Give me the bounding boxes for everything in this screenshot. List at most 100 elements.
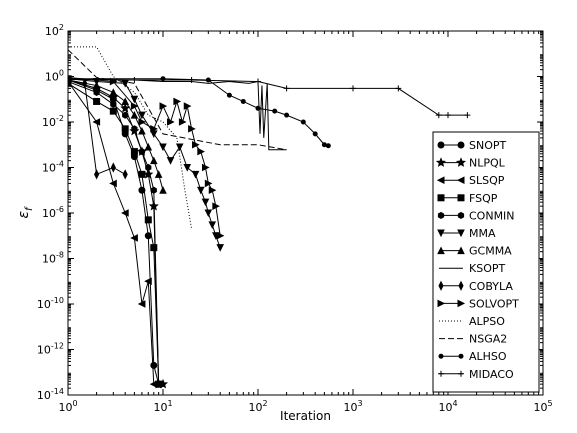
legend-label: SOLVOPT	[469, 297, 519, 310]
y-tick-label: 10-4	[42, 160, 64, 175]
data-point-solvopt	[173, 97, 182, 106]
legend-item-slsqp: SLSQP	[436, 174, 505, 187]
legend-item-nlpql: NLPQL	[435, 157, 506, 170]
legend-label: NLPQL	[469, 157, 506, 170]
series-line-ksopt	[68, 78, 287, 151]
data-point-conmin	[122, 111, 129, 119]
data-point-gcmma	[154, 170, 163, 178]
data-point-solvopt	[159, 102, 168, 110]
data-point-alhso	[240, 98, 246, 104]
legend-marker	[457, 229, 465, 238]
data-point-cobyla	[110, 162, 116, 173]
legend-label: NSGA2	[469, 333, 507, 346]
y-tick-exp: -12	[51, 342, 64, 351]
data-point-solvopt	[212, 202, 220, 210]
legend-item-conmin: CONMIN	[437, 209, 515, 222]
y-tick-label: 10-2	[42, 114, 64, 129]
data-point-alhso	[272, 108, 278, 114]
data-point-solvopt	[208, 186, 217, 195]
x-tick-label: 104	[438, 399, 457, 414]
x-tick-label: 102	[248, 399, 267, 414]
data-point-gcmma	[92, 81, 101, 90]
data-point-conmin	[155, 380, 162, 388]
data-point-midaco	[464, 112, 471, 119]
x-tick-exp: 1	[167, 399, 172, 408]
legend-item-snopt: SNOPT	[437, 139, 507, 152]
legend-label: KSOPT	[469, 262, 505, 275]
x-tick-exp: 2	[262, 399, 267, 408]
legend-marker	[437, 194, 445, 202]
x-tick-base: 10	[153, 401, 167, 414]
x-tick-label: 101	[153, 399, 172, 414]
series-cobyla	[68, 74, 128, 180]
x-tick-label: 100	[58, 399, 77, 414]
data-point-midaco	[350, 85, 356, 92]
data-point-cobyla	[94, 169, 100, 180]
legend-item-fsqp: FSQP	[437, 192, 498, 205]
data-point-alhso	[255, 105, 261, 111]
legend-marker	[458, 353, 464, 359]
series-nsga2	[68, 49, 287, 151]
series-line-slsqp	[68, 81, 155, 385]
legend-marker	[458, 280, 464, 291]
data-point-midaco	[283, 85, 290, 92]
legend-label: SNOPT	[469, 139, 507, 152]
y-tick-exp: -14	[51, 387, 64, 396]
legend-marker	[438, 370, 444, 377]
data-point-gcmma	[149, 156, 158, 165]
data-point-fsqp	[121, 125, 129, 133]
series-line-midaco	[68, 78, 468, 116]
y-axis-label-main: ε	[16, 211, 32, 219]
x-tick-base: 10	[438, 401, 452, 414]
legend-label: MMA	[469, 227, 496, 240]
series-alpso	[68, 46, 193, 229]
legend-label: COBYLA	[469, 280, 513, 293]
data-point-fsqp	[93, 97, 101, 105]
legend-marker	[438, 353, 444, 359]
y-tick-exp: 0	[59, 69, 64, 78]
data-point-cobyla	[82, 78, 88, 89]
series-line-alpso	[68, 46, 193, 229]
legend-label: CONMIN	[469, 209, 515, 222]
legend-item-alhso: ALHSO	[438, 350, 507, 363]
series-line-gcmma	[68, 79, 164, 191]
y-tick-exp: -6	[56, 205, 64, 214]
legend-label: ALHSO	[469, 350, 507, 363]
legend-label: GCMMA	[469, 245, 512, 258]
legend-item-midaco: MIDACO	[438, 368, 514, 381]
x-tick-exp: 0	[72, 399, 77, 408]
data-point-conmin	[145, 163, 152, 172]
legend-marker	[437, 299, 446, 308]
y-tick-exp: -8	[56, 251, 64, 260]
legend-label: FSQP	[469, 192, 498, 205]
legend: SNOPT NLPQL SLSQP FSQP CONMIN MMA GCMMA KSOPT CO…	[432, 131, 540, 393]
data-point-solvopt	[150, 125, 158, 133]
x-tick-exp: 4	[452, 399, 457, 408]
legend-marker	[457, 246, 465, 255]
legend-item-mma: MMA	[437, 227, 496, 240]
data-point-mma	[201, 198, 210, 207]
data-point-snopt	[144, 232, 152, 240]
data-point-slsqp	[121, 209, 129, 217]
legend-marker	[437, 229, 445, 238]
data-point-fsqp	[144, 216, 152, 224]
y-tick-label: 102	[45, 23, 64, 38]
data-point-conmin	[138, 148, 146, 156]
y-tick-base: 10	[42, 162, 56, 175]
data-point-alhso	[325, 143, 331, 149]
data-point-conmin	[150, 186, 157, 194]
legend-marker	[457, 211, 465, 219]
y-tick-exp: -4	[56, 160, 64, 169]
x-tick-base: 10	[58, 401, 72, 414]
data-point-gcmma	[159, 186, 167, 194]
data-point-midaco	[188, 77, 195, 84]
x-axis-label: Iteration	[280, 409, 331, 423]
series-ksopt	[68, 78, 287, 151]
data-point-solvopt	[138, 118, 147, 126]
data-point-solvopt	[216, 231, 225, 240]
data-point-slsqp	[144, 277, 152, 286]
legend-frame	[432, 131, 540, 393]
y-tick-label: 10-14	[37, 387, 64, 402]
y-tick-base: 10	[42, 253, 56, 266]
